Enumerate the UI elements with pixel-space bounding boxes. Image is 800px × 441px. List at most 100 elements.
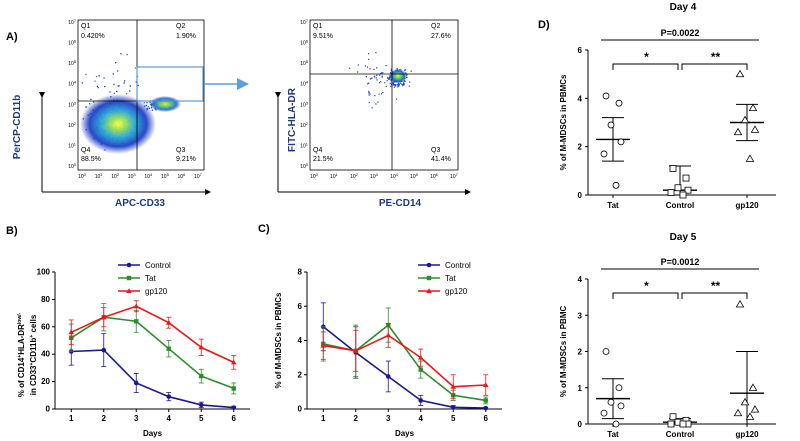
flow-y-tick-label: 102 (300, 121, 309, 129)
y-tick-label: 4 (578, 94, 583, 103)
legend-marker (126, 262, 132, 268)
flow-tick-exponent: 4 (306, 80, 309, 85)
flow-event-dot (381, 75, 383, 77)
chart-c: 0 2 4 6 8 1 2 3 4 5 6 Days % of M-MDSCs in PBMCs Cont… (274, 261, 502, 438)
x-tick-label: gp120 (735, 201, 759, 210)
flow-left-population-right (149, 96, 181, 112)
legend-label: Control (445, 261, 471, 270)
data-point (134, 319, 139, 324)
flow-event-dot (403, 82, 405, 85)
flow-event-dot (367, 83, 369, 85)
x-tick-label: 2 (354, 414, 359, 423)
flow-tick-base: 10 (450, 174, 456, 180)
flow-tick-exponent: 2 (306, 121, 309, 126)
flow-event-dot (103, 77, 105, 79)
y-tick-label: 2 (298, 370, 303, 379)
series-line-tat (70, 316, 235, 390)
y-tick-label: 4 (578, 275, 583, 284)
y-tick-label: 2 (578, 348, 583, 357)
chart-d-day5: Day 5 0 1 2 3 4 % of M-MDSCs in PBMC Tat Control… (559, 232, 776, 439)
flow-x-tick-label: 103 (370, 172, 379, 180)
flow-event-dot (113, 92, 115, 94)
flow-event-dot (368, 101, 370, 104)
flow-tick-base: 10 (300, 41, 306, 47)
flow-event-dot (98, 75, 100, 77)
flow-tick-base: 10 (68, 102, 74, 108)
flow-event-dot (85, 73, 87, 76)
y-axis-label: % of M-MDSCs in PBMC (559, 306, 568, 398)
data-point (740, 397, 750, 406)
flow-event-dot (409, 81, 411, 83)
flow-left-q1-val: 0.420% (81, 33, 105, 40)
flow-right-q3-name: Q3 (431, 147, 440, 154)
y-tick-label: 60 (41, 322, 50, 331)
x-tick-label: 3 (386, 414, 391, 423)
data-point (483, 398, 488, 403)
flow-tick-base: 10 (350, 174, 356, 180)
flow-event-dot (401, 83, 403, 85)
flow-tick-base: 10 (95, 174, 101, 180)
data-point (667, 420, 675, 428)
flow-event-dot (408, 85, 410, 87)
flow-tick-base: 10 (68, 61, 74, 67)
flow-event-dot (104, 85, 106, 88)
data-point (745, 154, 755, 162)
p-value-label: P=0.0022 (661, 28, 700, 38)
significance-star: ** (711, 279, 721, 293)
data-point (100, 314, 107, 320)
data-point (418, 367, 423, 372)
flow-x-tick-label: 107 (450, 172, 459, 180)
flow-x-tick-label: 102 (350, 172, 359, 180)
flow-event-dot (402, 84, 404, 86)
flow-tick-base: 10 (430, 174, 436, 180)
flow-right-x-ticks: 100 101 102 103 104 105 106 107 (310, 172, 459, 180)
x-tick-label: 4 (419, 414, 424, 423)
flow-event-dot (369, 93, 371, 95)
data-point (682, 174, 690, 182)
x-tick-label: 5 (451, 414, 456, 423)
flow-tick-base: 10 (178, 174, 184, 180)
flow-event-dot (137, 84, 139, 87)
flow-x-tick-label: 105 (410, 172, 419, 180)
significance-bracket (681, 292, 748, 299)
flow-y-tick-label: 102 (68, 121, 77, 129)
flow-left-population-main (80, 94, 156, 154)
flow-tick-exponent: 0 (74, 162, 77, 167)
flow-x-tick-label: 103 (128, 172, 137, 180)
flow-tick-exponent: 6 (183, 172, 186, 177)
flow-tick-exponent: 2 (356, 172, 359, 177)
flow-tick-exponent: 1 (100, 172, 103, 177)
flow-event-dot (376, 79, 378, 81)
flow-left-q2-name: Q2 (176, 23, 185, 30)
flow-tick-exponent: 5 (306, 59, 309, 64)
flow-tick-base: 10 (330, 174, 336, 180)
flow-event-dot (112, 73, 114, 75)
flow-tick-exponent: 2 (117, 172, 120, 177)
flow-left-y-label: PerCP-CD11b (12, 95, 23, 159)
y-tick-label: 3 (578, 311, 583, 320)
flow-event-dot (375, 52, 377, 54)
data-point (101, 347, 107, 353)
flow-event-dot (375, 77, 377, 79)
flow-tick-base: 10 (68, 82, 74, 88)
flow-tick-exponent: 2 (74, 121, 77, 126)
flow-event-dot (89, 103, 91, 105)
flow-event-dot (384, 82, 386, 84)
chart-title: Day 4 (670, 2, 697, 13)
data-point (231, 405, 237, 410)
flow-x-tick-label: 105 (161, 172, 170, 180)
flow-event-dot (392, 84, 394, 86)
chart-b-ylabel-l2b-sup: + (29, 335, 35, 338)
flow-event-dot (390, 85, 392, 87)
data-point (482, 382, 489, 388)
flow-event-dot (399, 82, 402, 84)
x-tick-label: Tat (607, 201, 619, 210)
flow-event-dot (129, 90, 131, 92)
flow-event-dot (393, 86, 395, 88)
y-tick-label: 6 (298, 302, 303, 311)
chart-b-ylabel-l2c: cells (29, 314, 38, 335)
flow-event-dot (393, 81, 395, 83)
flow-event-dot (398, 85, 400, 87)
x-tick-label: 6 (232, 414, 237, 423)
x-tick-label: gp120 (735, 430, 759, 439)
